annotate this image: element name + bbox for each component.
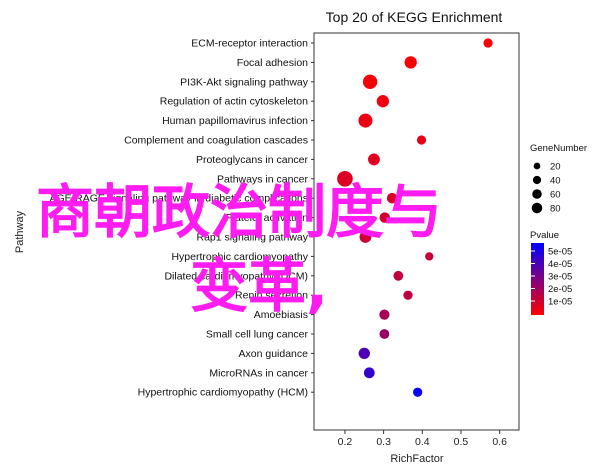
- data-point: [379, 212, 391, 223]
- pathway-label: Renin secretion: [235, 290, 308, 302]
- data-point: [379, 329, 390, 339]
- pathway-label: Amoebiasis: [254, 309, 308, 321]
- colorbar-tick-label: 1e-05: [548, 297, 572, 308]
- x-tick-label: 0.3: [376, 436, 391, 448]
- data-point: [358, 347, 370, 360]
- pathway-label: Rap1 signaling pathway: [197, 232, 309, 244]
- x-tick-label: 0.4: [415, 436, 430, 448]
- chart-title: Top 20 of KEGG Enrichment: [326, 9, 503, 25]
- colorbar-tick-label: 2e-05: [548, 284, 572, 295]
- size-legend-dot: [531, 202, 543, 214]
- size-legend-dot: [533, 162, 541, 170]
- pathway-label: Focal adhesion: [237, 57, 308, 69]
- pathway-label: Hypertrophic cardiomyopathy: [171, 251, 308, 263]
- data-point: [368, 153, 380, 166]
- pvalue-colorbar: [531, 243, 544, 315]
- data-point: [403, 290, 413, 300]
- pathway-label: Dilated cardiomyopathy (DCM): [164, 270, 308, 282]
- pathway-label: PI3K-Akt signaling pathway: [180, 76, 309, 88]
- data-point: [413, 387, 423, 397]
- pathway-label: Hypertrophic cardiomyopathy (HCM): [138, 387, 308, 399]
- legend-color-title: Pvalue: [530, 230, 559, 241]
- colorbar-tick-label: 4e-05: [548, 259, 572, 270]
- legend-size-title: GeneNumber: [530, 143, 587, 154]
- y-axis-label: Pathway: [14, 210, 26, 253]
- pathway-label: MicroRNAs in cancer: [209, 367, 308, 379]
- pathway-label: Platelet activation: [226, 212, 308, 224]
- data-point: [337, 170, 353, 187]
- data-point: [404, 56, 417, 69]
- size-legend-label: 20: [550, 162, 561, 173]
- data-point: [483, 38, 493, 48]
- x-axis-ticks: 0.2 0.3 0.4 0.5 0.6: [338, 430, 507, 448]
- overlay-text-line-2: 变革,: [190, 252, 328, 320]
- size-legend-label: 80: [550, 204, 561, 215]
- data-point: [425, 252, 434, 261]
- data-point: [362, 74, 378, 89]
- data-point: [358, 113, 373, 128]
- size-legend-label: 40: [550, 176, 561, 187]
- pathway-label: Proteoglycans in cancer: [196, 154, 309, 166]
- data-point: [386, 192, 398, 204]
- pathway-label: Human papillomavirus infection: [162, 115, 308, 127]
- legend: GeneNumber 20 40 60 80 Pvalue 1e-05 2e-053e-…: [530, 143, 587, 315]
- pathway-label: Pathways in cancer: [217, 173, 309, 185]
- data-point: [376, 95, 390, 108]
- size-legend-dot: [532, 175, 542, 185]
- x-tick-label: 0.5: [454, 436, 469, 448]
- pathway-label: Axon guidance: [239, 348, 309, 360]
- pathway-label: Small cell lung cancer: [206, 329, 309, 341]
- data-point: [359, 231, 372, 243]
- size-legend-dot: [532, 189, 542, 199]
- pathway-label: AGE-RAGE signaling pathway in diabetic c…: [49, 193, 308, 205]
- pathway-label: ECM-receptor interaction: [191, 38, 308, 50]
- data-point: [379, 309, 390, 320]
- data-point: [416, 135, 427, 145]
- overlay-text-line-1: 商朝政治制度与: [36, 178, 442, 246]
- size-legend-label: 60: [550, 190, 561, 201]
- x-tick-label: 0.6: [492, 436, 507, 448]
- x-axis-label: RichFactor: [390, 453, 444, 465]
- data-points: [337, 38, 493, 397]
- data-point: [393, 270, 404, 281]
- data-point: [363, 367, 375, 379]
- pathway-label: Complement and coagulation cascades: [124, 135, 308, 147]
- colorbar-tick-label: 5e-05: [548, 247, 572, 258]
- x-tick-label: 0.2: [338, 436, 353, 448]
- plot-panel: [313, 32, 520, 431]
- pathway-label: Regulation of actin cytoskeleton: [160, 96, 308, 108]
- pathway-labels: ECM-receptor interaction Focal adhesion PI…: [49, 38, 308, 399]
- colorbar-tick-label: 3e-05: [548, 272, 572, 283]
- size-legend: 20 40 60 80: [531, 162, 561, 215]
- y-ticks: [311, 42, 314, 393]
